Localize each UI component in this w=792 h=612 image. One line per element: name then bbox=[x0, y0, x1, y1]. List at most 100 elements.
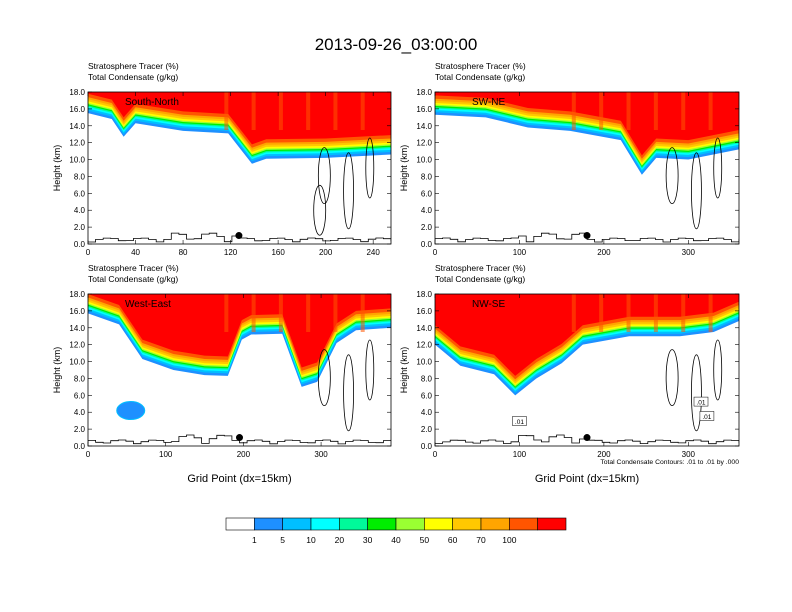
y-tick-label: 10.0 bbox=[69, 358, 85, 367]
x-tick-label: 0 bbox=[433, 248, 438, 257]
y-tick-label: 12.0 bbox=[416, 139, 432, 148]
cloud-contour bbox=[313, 184, 327, 236]
y-tick-label: 8.0 bbox=[421, 172, 433, 181]
condensate-blob bbox=[116, 401, 146, 421]
contour-label-box bbox=[693, 396, 709, 407]
colorbar-label: 10 bbox=[306, 535, 316, 545]
colorbar-swatch bbox=[509, 517, 538, 531]
tracer-streak bbox=[278, 92, 283, 130]
panel-subtitle-tracer: Stratosphere Tracer (%) bbox=[88, 263, 179, 273]
tracer-streak bbox=[599, 92, 604, 130]
cloud-contour bbox=[691, 354, 702, 432]
location-marker bbox=[583, 434, 591, 442]
colorbar-label: 70 bbox=[476, 535, 486, 545]
tracer-streak bbox=[224, 294, 229, 332]
y-axis-label: Height (km) bbox=[399, 347, 409, 394]
surface-contour bbox=[435, 434, 739, 445]
cloud-contour bbox=[665, 349, 679, 407]
x-tick-label: 300 bbox=[682, 450, 696, 459]
tracer-streak bbox=[626, 92, 631, 130]
tracer-band bbox=[88, 92, 391, 145]
tracer-streak bbox=[278, 294, 283, 332]
panel-label: South-North bbox=[125, 97, 179, 108]
panel-label: West-East bbox=[125, 299, 171, 310]
panel-subtitle-condensate: Total Condensate (g/kg) bbox=[88, 274, 178, 284]
colorbar-label: 60 bbox=[448, 535, 458, 545]
location-marker bbox=[236, 434, 243, 442]
tracer-streak bbox=[653, 294, 658, 332]
plot-frame bbox=[434, 293, 740, 447]
panel-subtitle-tracer: Stratosphere Tracer (%) bbox=[435, 263, 526, 273]
y-tick-label: 14.0 bbox=[416, 324, 432, 333]
x-tick-label: 200 bbox=[237, 450, 251, 459]
y-tick-label: 4.0 bbox=[421, 408, 433, 417]
colorbar-label: 5 bbox=[280, 535, 285, 545]
panel-label: NW-SE bbox=[472, 299, 505, 310]
y-tick-label: 0.0 bbox=[74, 240, 86, 249]
tracer-streak bbox=[251, 92, 256, 130]
location-marker bbox=[235, 232, 243, 240]
colorbar-swatch bbox=[480, 517, 510, 531]
y-tick-label: 14.0 bbox=[69, 324, 85, 333]
tracer-streak bbox=[653, 92, 658, 130]
figure-title: 2013-09-26_03:00:00 bbox=[315, 35, 478, 54]
x-tick-label: 0 bbox=[86, 450, 91, 459]
colorbar: 1 5 10 20 30 40 50 60 70 100 bbox=[225, 517, 567, 545]
colorbar-swatch bbox=[367, 517, 397, 531]
tracer-band bbox=[88, 294, 391, 368]
cloud-contour bbox=[713, 339, 723, 401]
y-axis-label: Height (km) bbox=[52, 145, 62, 192]
surface-contour bbox=[88, 232, 391, 243]
x-tick-label: 120 bbox=[224, 248, 238, 257]
contour-label-box bbox=[512, 416, 527, 426]
cloud-contour bbox=[665, 147, 679, 205]
colorbar-swatch bbox=[424, 517, 453, 531]
panel-subtitle-tracer: Stratosphere Tracer (%) bbox=[435, 61, 526, 71]
tracer-streak bbox=[251, 294, 256, 332]
tracer-streak bbox=[333, 294, 338, 332]
panel-2: Stratosphere Tracer (%)Total Condensate … bbox=[52, 263, 392, 485]
y-tick-label: 2.0 bbox=[74, 425, 86, 434]
y-tick-label: 10.0 bbox=[416, 156, 432, 165]
cloud-contour bbox=[343, 354, 354, 432]
x-axis-label: Grid Point (dx=15km) bbox=[535, 473, 639, 485]
x-tick-label: 240 bbox=[366, 248, 380, 257]
plot-frame bbox=[87, 91, 392, 245]
y-tick-label: 18.0 bbox=[416, 88, 432, 97]
y-tick-label: 16.0 bbox=[69, 307, 85, 316]
y-tick-label: 16.0 bbox=[69, 105, 85, 114]
cloud-contour bbox=[691, 152, 702, 230]
cloud-contour bbox=[317, 349, 331, 407]
y-tick-label: 8.0 bbox=[74, 172, 86, 181]
x-tick-label: 300 bbox=[314, 450, 328, 459]
y-tick-label: 18.0 bbox=[69, 88, 85, 97]
colorbar-swatch bbox=[452, 517, 482, 531]
contour-label-box bbox=[699, 411, 715, 421]
cloud-contour bbox=[713, 137, 723, 199]
panel-subtitle-tracer: Stratosphere Tracer (%) bbox=[88, 61, 179, 71]
contour-footnote: Total Condensate Contours: .01 to .01 by… bbox=[600, 459, 739, 466]
y-tick-label: 6.0 bbox=[421, 189, 433, 198]
condensate-contours bbox=[88, 339, 391, 445]
colorbar-swatch bbox=[339, 517, 368, 531]
colorbar-label: 20 bbox=[335, 535, 345, 545]
surface-contour bbox=[88, 434, 391, 445]
x-tick-label: 100 bbox=[513, 450, 527, 459]
x-tick-label: 40 bbox=[131, 248, 140, 257]
colorbar-swatch bbox=[537, 517, 567, 531]
y-tick-label: 16.0 bbox=[416, 105, 432, 114]
cloud-contour bbox=[365, 339, 375, 401]
tracer-streak bbox=[681, 294, 686, 332]
y-tick-label: 8.0 bbox=[74, 374, 86, 383]
plot-frame bbox=[87, 293, 392, 447]
tracer-streak bbox=[681, 92, 686, 130]
x-tick-label: 300 bbox=[682, 248, 696, 257]
x-tick-label: 100 bbox=[159, 450, 173, 459]
contour-label: .01 bbox=[515, 419, 524, 426]
tracer-streak bbox=[626, 294, 631, 332]
colorbar-label: 30 bbox=[363, 535, 373, 545]
cloud-contour bbox=[317, 147, 331, 205]
panel-0: Stratosphere Tracer (%)Total Condensate … bbox=[52, 61, 392, 257]
colorbar-swatch bbox=[254, 517, 283, 531]
